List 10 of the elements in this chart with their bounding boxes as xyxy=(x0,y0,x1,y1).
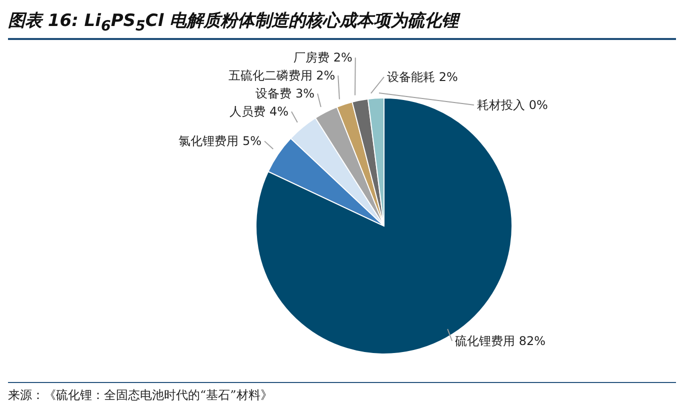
chart-title: 图表 16: Li$_{6}$PS$_{5}$Cl 电解质粉体制造的核心成本项为硫化锂 xyxy=(8,8,676,40)
source-note: 来源：《硫化锂：全固态电池时代的“基石”材料》 xyxy=(8,387,274,404)
slice-label: 硫化锂费用 82% xyxy=(455,334,546,348)
slice-label: 厂房费 2% xyxy=(294,50,352,65)
slice-label: 氯化锂费用 5% xyxy=(178,134,262,148)
slice-label: 人员费 4% xyxy=(230,104,288,119)
slice-label: 五硫化二磷费用 2% xyxy=(228,68,336,83)
slice-label: 设备费 3% xyxy=(256,86,315,101)
slice-label: 设备能耗 2% xyxy=(387,70,458,84)
category-label: 耗材投入 0% xyxy=(477,98,548,112)
